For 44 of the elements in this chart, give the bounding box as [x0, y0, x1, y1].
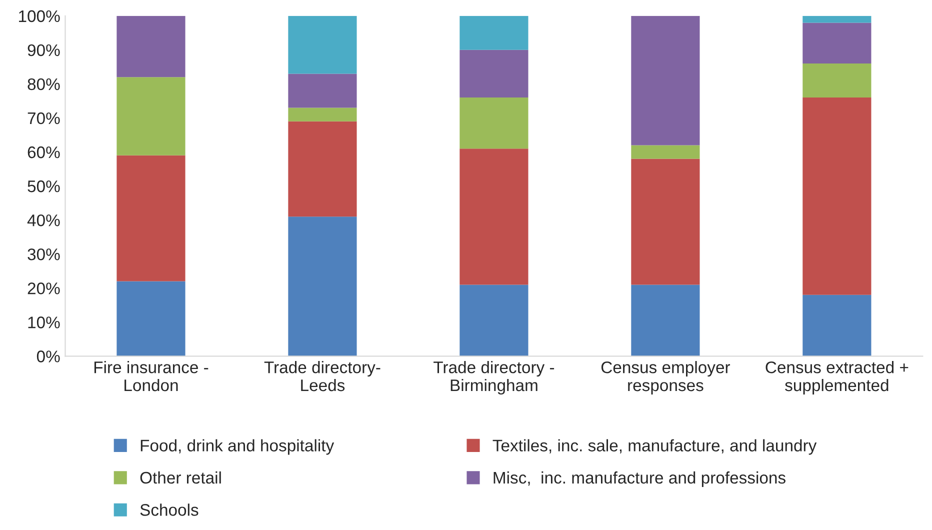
bar: [802, 294, 872, 356]
bar: [802, 64, 872, 98]
y-tick-label: 60%: [28, 146, 60, 158]
y-tick-label: 50%: [28, 180, 60, 192]
bar: [802, 98, 872, 295]
legend-label: Misc, inc. manufacture and professions: [494, 471, 786, 487]
bar: [460, 148, 528, 285]
bar: [460, 50, 528, 98]
bar: [802, 16, 872, 23]
bar: [116, 16, 186, 78]
y-tick-label: 80%: [28, 78, 60, 90]
bar: [288, 16, 357, 74]
x-tick-label: Trade directory- Leeds: [264, 361, 380, 392]
legend-label: Textiles, inc. sale, manufacture, and laundry: [492, 439, 817, 455]
y-tick-label: 30%: [28, 248, 60, 260]
bar: [116, 155, 186, 282]
legend-label: Food, drink and hospitality: [140, 439, 334, 455]
bar: [288, 74, 357, 108]
legend-label: Other retail: [140, 471, 221, 484]
bar: [116, 77, 186, 156]
x-tick-label: Census extracted + supplemented: [766, 361, 908, 395]
bar: [460, 16, 528, 50]
y-tick-label: 70%: [28, 112, 60, 124]
bar: [631, 284, 700, 356]
bar: [802, 22, 872, 64]
bar: [288, 216, 357, 356]
legend-label: Schools: [140, 504, 198, 516]
bar: [288, 121, 357, 217]
bar: [631, 158, 700, 285]
bar: [460, 284, 528, 356]
y-tick-label: 20%: [28, 282, 60, 294]
y-tick-label: 90%: [28, 44, 60, 56]
bar: [631, 145, 700, 159]
y-tick-label: 100%: [19, 10, 60, 22]
y-tick-label: 0%: [36, 350, 60, 362]
x-tick-label: Trade directory - Birmingham: [434, 361, 554, 395]
bar: [631, 16, 700, 146]
x-tick-label: Census employer responses: [601, 361, 730, 395]
x-tick-label: Fire insurance - London: [94, 361, 208, 392]
y-tick-label: 10%: [28, 316, 60, 328]
y-tick-label: 40%: [27, 214, 60, 226]
bar: [460, 98, 528, 149]
bar: [288, 108, 357, 122]
bar: [116, 281, 186, 356]
